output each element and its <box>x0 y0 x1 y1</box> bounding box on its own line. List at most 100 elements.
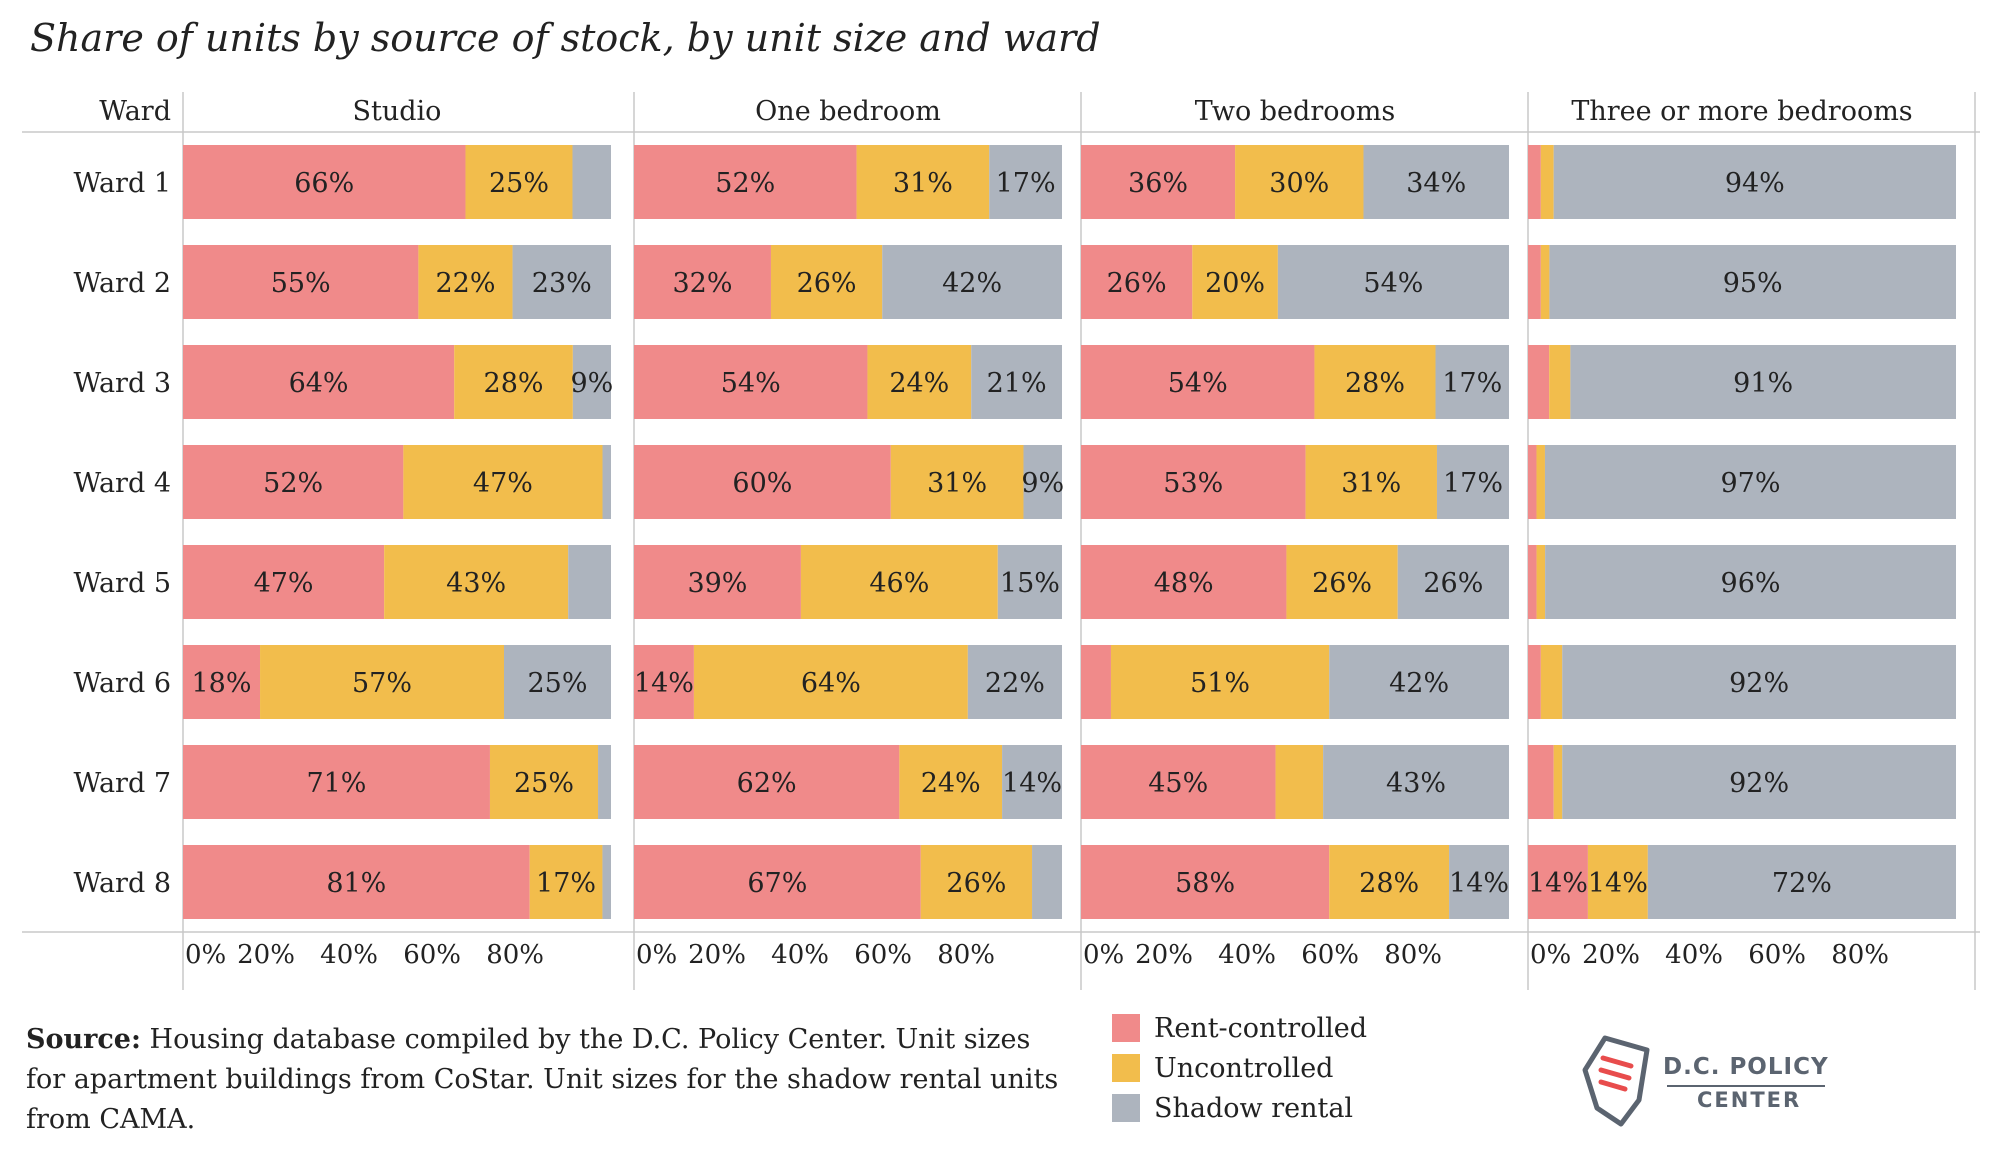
bar-segment-shadow-rental <box>512 245 611 319</box>
bar-segment-shadow-rental <box>1363 145 1509 219</box>
x-tick-label: 0% <box>1530 940 1571 970</box>
bar-segment-uncontrolled <box>384 545 569 619</box>
data-label: 43% <box>446 568 506 599</box>
bar-segment-rent-controlled <box>1081 145 1236 219</box>
x-tick-label: 0% <box>1083 940 1124 970</box>
data-label: 26% <box>1107 268 1167 299</box>
legend-item-shadow-rental: Shadow rental <box>1112 1088 1367 1128</box>
bar-segment-rent-controlled <box>634 745 900 819</box>
panel-header: Two bedrooms <box>1195 96 1395 127</box>
bar-segment-rent-controlled <box>1528 845 1588 919</box>
data-label: 95% <box>1723 268 1783 299</box>
x-tick-label: 60% <box>403 940 461 970</box>
data-label: 18% <box>192 668 252 699</box>
bar-segment-rent-controlled <box>1528 445 1537 519</box>
bar-segment-uncontrolled <box>403 445 603 519</box>
ward-label: Ward 8 <box>74 868 171 899</box>
bar-segment-rent-controlled <box>183 345 455 419</box>
bar-segment-rent-controlled <box>634 345 868 419</box>
data-label: 53% <box>1163 468 1223 499</box>
bar-segment-rent-controlled <box>183 745 490 819</box>
bar-segment-uncontrolled <box>1540 245 1550 319</box>
data-label: 67% <box>747 868 807 899</box>
data-label: 14% <box>1588 868 1648 899</box>
bar-segment-uncontrolled <box>1286 545 1398 619</box>
bar-segment-rent-controlled <box>1528 145 1541 219</box>
dc-policy-center-logo: D.C. POLICY CENTER <box>1575 1030 1835 1130</box>
data-label: 64% <box>801 668 861 699</box>
data-label: 14% <box>634 668 694 699</box>
dc-map-icon <box>1582 1035 1650 1127</box>
bar-segment-rent-controlled <box>183 645 261 719</box>
bar-segment-shadow-rental <box>1397 545 1509 619</box>
bar-segment-shadow-rental <box>602 845 611 919</box>
data-label: 20% <box>1205 268 1265 299</box>
bar-segment-uncontrolled <box>418 245 513 319</box>
bar-segment-shadow-rental <box>598 745 611 819</box>
data-label: 47% <box>473 468 533 499</box>
data-label: 66% <box>294 168 354 199</box>
source-text: Housing database compiled by the D.C. Po… <box>26 1024 1059 1135</box>
bar-segment-shadow-rental <box>1436 445 1509 519</box>
data-label: 32% <box>672 268 732 299</box>
x-tick-label: 20% <box>1582 940 1640 970</box>
bar-segment-uncontrolled <box>890 445 1024 519</box>
bar-segment-uncontrolled <box>899 745 1003 819</box>
data-label: 28% <box>1359 868 1419 899</box>
x-tick-label: 20% <box>688 940 746 970</box>
bar-segment-uncontrolled <box>1540 145 1554 219</box>
bar-segment-uncontrolled <box>1110 645 1330 719</box>
data-label: 17% <box>1443 468 1503 499</box>
x-tick-label: 40% <box>1218 940 1276 970</box>
data-label: 34% <box>1406 168 1466 199</box>
data-label: 46% <box>869 568 929 599</box>
data-label: 92% <box>1729 768 1789 799</box>
data-label: 64% <box>289 368 349 399</box>
bar-segment-uncontrolled <box>1305 445 1437 519</box>
data-label: 9% <box>571 368 614 399</box>
legend-label-rent-controlled: Rent-controlled <box>1154 1012 1367 1044</box>
bar-segment-shadow-rental <box>1277 245 1509 319</box>
bar-segment-shadow-rental <box>1544 445 1956 519</box>
data-label: 22% <box>435 268 495 299</box>
bar-segment-rent-controlled <box>1081 645 1111 719</box>
bar-segment-shadow-rental <box>1562 745 1956 819</box>
data-label: 28% <box>1345 368 1405 399</box>
bar-segment-shadow-rental <box>572 145 611 219</box>
data-label: 22% <box>985 668 1045 699</box>
bar-segment-uncontrolled <box>1192 245 1278 319</box>
data-label: 31% <box>927 468 987 499</box>
data-label: 15% <box>1000 568 1060 599</box>
data-label: 17% <box>1442 368 1502 399</box>
data-label: 58% <box>1175 868 1235 899</box>
legend-swatch-rent-controlled <box>1112 1014 1140 1042</box>
bar-segment-shadow-rental <box>1023 445 1062 519</box>
bar-segment-shadow-rental <box>989 145 1062 219</box>
x-tick-label: 20% <box>237 940 295 970</box>
x-tick-label: 0% <box>636 940 677 970</box>
data-label: 52% <box>715 168 775 199</box>
source-label: Source: <box>26 1024 141 1055</box>
bar-segment-rent-controlled <box>1081 245 1193 319</box>
stacked-bar-chart: Ward Ward 1 Ward 2 Ward 3 Ward 4 Ward 5 Ward 6… <box>22 92 1980 990</box>
bar-segment-uncontrolled <box>1549 345 1571 419</box>
data-label: 26% <box>1312 568 1372 599</box>
data-label: 42% <box>1389 668 1449 699</box>
bar-segment-rent-controlled <box>183 445 404 519</box>
x-tick-label: 40% <box>320 940 378 970</box>
bar-segment-shadow-rental <box>1549 245 1956 319</box>
bar-segment-shadow-rental <box>1545 545 1956 619</box>
data-label: 55% <box>271 268 331 299</box>
bar-segment-shadow-rental <box>967 645 1062 719</box>
legend-swatch-uncontrolled <box>1112 1054 1140 1082</box>
data-label: 24% <box>889 368 949 399</box>
bar-segment-rent-controlled <box>634 545 801 619</box>
bar-segment-uncontrolled <box>920 845 1033 919</box>
data-label: 25% <box>527 668 587 699</box>
bar-segment-uncontrolled <box>1235 145 1364 219</box>
data-label: 48% <box>1154 568 1214 599</box>
data-label: 51% <box>1190 668 1250 699</box>
bar-segment-shadow-rental <box>1435 345 1509 419</box>
bar-segment-uncontrolled <box>1329 845 1450 919</box>
source-note: Source: Housing database compiled by the… <box>26 1020 1076 1140</box>
